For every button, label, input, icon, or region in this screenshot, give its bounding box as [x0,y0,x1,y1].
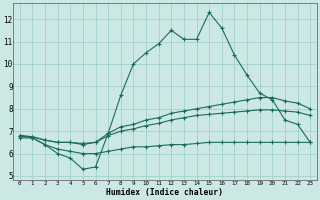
X-axis label: Humidex (Indice chaleur): Humidex (Indice chaleur) [107,188,223,197]
